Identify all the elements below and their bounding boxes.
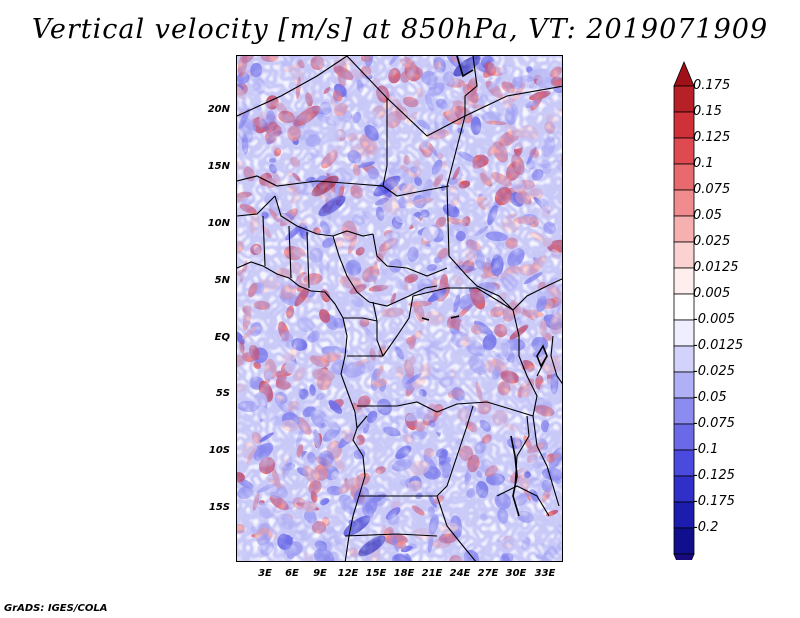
lon-tick-label: 12E bbox=[337, 568, 359, 579]
colorbar-segment bbox=[673, 449, 695, 477]
lat-tick-label: 15N bbox=[207, 161, 230, 172]
colorbar-segment bbox=[673, 397, 695, 425]
colorbar-max-arrow bbox=[673, 60, 695, 87]
colorbar bbox=[673, 60, 695, 560]
colorbar-segment bbox=[673, 293, 695, 321]
colorbar-label: -0.1 bbox=[693, 442, 719, 457]
lon-tick-label: 18E bbox=[393, 568, 415, 579]
colorbar-segment bbox=[673, 267, 695, 295]
vertical-velocity-field bbox=[237, 56, 562, 561]
colorbar-label: 0.125 bbox=[693, 130, 731, 145]
colorbar-segment bbox=[673, 215, 695, 243]
lat-tick-label: EQ bbox=[214, 332, 230, 343]
colorbar-min-arrow bbox=[673, 553, 695, 560]
colorbar-segment bbox=[673, 501, 695, 529]
lat-tick-label: 10S bbox=[208, 445, 230, 456]
colorbar-segment bbox=[673, 241, 695, 269]
colorbar-segment bbox=[673, 319, 695, 347]
lat-tick-label: 15S bbox=[208, 502, 230, 513]
lon-tick-label: 33E bbox=[534, 568, 556, 579]
colorbar-label: 0.15 bbox=[693, 104, 722, 119]
colorbar-label: -0.005 bbox=[693, 312, 735, 327]
colorbar-label: -0.125 bbox=[693, 468, 735, 483]
colorbar-label: -0.05 bbox=[693, 390, 727, 405]
chart-title: Vertical velocity [m/s] at 850hPa, VT: 2… bbox=[31, 14, 769, 45]
lat-tick-label: 10N bbox=[207, 218, 230, 229]
lon-tick-label: 15E bbox=[365, 568, 387, 579]
lon-tick-label: 27E bbox=[477, 568, 499, 579]
lon-tick-label: 3E bbox=[258, 568, 272, 579]
colorbar-label: 0.075 bbox=[693, 182, 731, 197]
colorbar-label: 0.175 bbox=[693, 78, 731, 93]
colorbar-label: -0.2 bbox=[693, 520, 719, 535]
map-panel bbox=[236, 55, 563, 562]
colorbar-label: 0.005 bbox=[693, 286, 731, 301]
lat-tick-label: 5N bbox=[214, 275, 230, 286]
colorbar-label: -0.175 bbox=[693, 494, 735, 509]
grads-credit: GrADS: IGES/COLA bbox=[4, 603, 108, 614]
lon-tick-label: 9E bbox=[313, 568, 327, 579]
colorbar-label: 0.1 bbox=[693, 156, 714, 171]
lat-tick-label: 20N bbox=[207, 104, 230, 115]
colorbar-segment bbox=[673, 345, 695, 373]
colorbar-segment bbox=[673, 423, 695, 451]
lon-tick-label: 30E bbox=[505, 568, 527, 579]
colorbar-label: -0.0125 bbox=[693, 338, 744, 353]
lon-tick-label: 6E bbox=[285, 568, 299, 579]
colorbar-segment bbox=[673, 189, 695, 217]
lon-tick-label: 24E bbox=[449, 568, 471, 579]
lon-tick-label: 21E bbox=[421, 568, 443, 579]
colorbar-segment bbox=[673, 137, 695, 165]
colorbar-label: -0.075 bbox=[693, 416, 735, 431]
lat-tick-label: 5S bbox=[215, 388, 230, 399]
colorbar-segment bbox=[673, 85, 695, 113]
colorbar-label: -0.025 bbox=[693, 364, 735, 379]
colorbar-segment bbox=[673, 111, 695, 139]
colorbar-label: 0.025 bbox=[693, 234, 731, 249]
colorbar-segment bbox=[673, 371, 695, 399]
colorbar-label: 0.0125 bbox=[693, 260, 739, 275]
colorbar-segment bbox=[673, 527, 695, 555]
colorbar-segment bbox=[673, 475, 695, 503]
colorbar-label: 0.05 bbox=[693, 208, 722, 223]
colorbar-segment bbox=[673, 163, 695, 191]
country-borders bbox=[237, 56, 562, 561]
